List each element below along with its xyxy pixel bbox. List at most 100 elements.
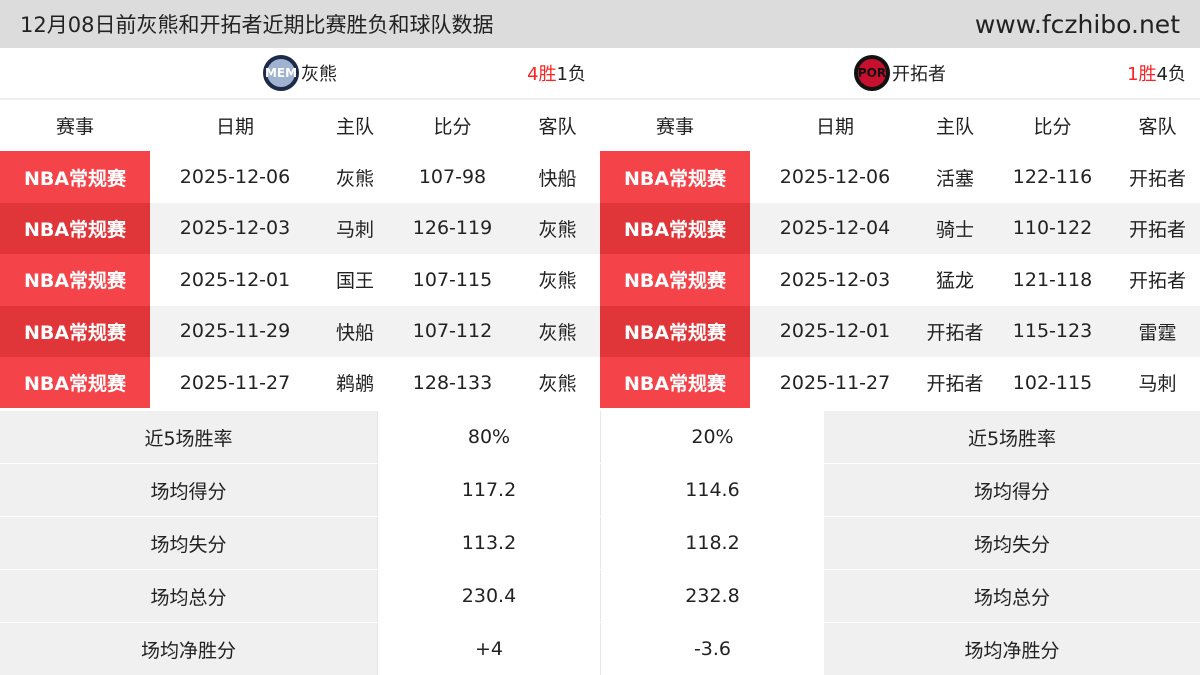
away-team-cell[interactable]: 开拓者: [1115, 202, 1200, 255]
column-header: 比分: [433, 116, 472, 139]
date-cell: 2025-11-27: [179, 371, 291, 394]
column-header: 日期: [215, 116, 254, 139]
column-header: 客队: [1138, 116, 1177, 139]
column-header: 主队: [335, 116, 374, 139]
stats-table: 近5场胜率 80% 20% 近5场胜率 场均得分 117.2 114.6 场均得分 场均失分 11…: [0, 410, 1200, 675]
away-team-cell[interactable]: 灰熊: [515, 305, 600, 357]
column-header: 主队: [935, 116, 974, 139]
competition-cell[interactable]: NBA常规赛: [0, 356, 150, 409]
date-cell: 2025-12-01: [179, 268, 291, 291]
table-row: NBA常规赛 2025-12-06 活塞 122-116 开拓者: [600, 151, 1200, 203]
stat-row: 场均得分 117.2 114.6 场均得分: [0, 463, 1200, 516]
games-table: 赛事 日期 主队 比分 客队 NBA常规赛 2025-12-06 活塞 122-116 开拓者 NB…: [600, 100, 1200, 409]
home-team-cell[interactable]: 开拓者: [926, 373, 984, 396]
home-team-cell[interactable]: 活塞: [935, 167, 974, 190]
stat-label: 场均总分: [0, 570, 377, 622]
left-team-panel: MEM 灰熊 4胜1负 赛事 日期 主队 比分 客队 NBA常规赛 2025-12-06 灰熊…: [0, 48, 600, 409]
stat-row: 近5场胜率 80% 20% 近5场胜率: [0, 410, 1200, 463]
column-header: 赛事: [655, 116, 694, 139]
home-team-cell[interactable]: 快船: [320, 305, 390, 357]
away-team-cell[interactable]: 雷霆: [1115, 305, 1200, 357]
stat-row: 场均净胜分 +4 -3.6 场均净胜分: [0, 622, 1200, 675]
left-stat-value: 117.2: [377, 464, 600, 516]
team-record: 4胜1负: [527, 64, 586, 85]
stat-label: 场均失分: [0, 517, 377, 569]
stat-label: 场均净胜分: [824, 623, 1200, 675]
left-stat-value: 230.4: [377, 570, 600, 622]
stat-label: 场均失分: [824, 517, 1200, 569]
home-team-cell[interactable]: 马刺: [320, 202, 390, 255]
away-team-cell[interactable]: 马刺: [1138, 373, 1177, 396]
table-row: NBA常规赛 2025-12-04 骑士 110-122 开拓者: [600, 202, 1200, 255]
away-team-cell[interactable]: 快船: [538, 167, 577, 190]
competition-cell[interactable]: NBA常规赛: [0, 254, 150, 306]
score-cell: 102-115: [1012, 371, 1093, 394]
competition-cell[interactable]: NBA常规赛: [0, 151, 150, 203]
home-team-cell[interactable]: 鹈鹕: [335, 373, 374, 396]
competition-cell[interactable]: NBA常规赛: [600, 151, 750, 203]
stat-label: 场均净胜分: [0, 623, 377, 675]
left-stat-value: 80%: [377, 411, 600, 463]
score-cell: 122-116: [1012, 166, 1093, 189]
table-row: NBA常规赛 2025-11-29 快船 107-112 灰熊: [0, 305, 600, 357]
away-team-cell[interactable]: 灰熊: [538, 373, 577, 396]
table-row: NBA常规赛 2025-11-27 开拓者 102-115 马刺: [600, 356, 1200, 409]
right-stat-value: 114.6: [600, 464, 824, 516]
table-row: NBA常规赛 2025-12-01 开拓者 115-123 雷霆: [600, 305, 1200, 357]
score-cell: 128-133: [412, 371, 493, 394]
home-team-cell[interactable]: 骑士: [920, 202, 990, 255]
away-team-cell[interactable]: 开拓者: [1128, 270, 1186, 293]
right-stat-value: 232.8: [600, 570, 824, 622]
competition-cell[interactable]: NBA常规赛: [600, 305, 750, 357]
team-header: POR 开拓者 1胜4负: [600, 48, 1200, 100]
table-row: NBA常规赛 2025-11-27 鹈鹕 128-133 灰熊: [0, 356, 600, 409]
column-header: 赛事: [55, 116, 94, 139]
date-cell: 2025-12-01: [750, 305, 920, 357]
score-cell: 115-123: [990, 305, 1115, 357]
stat-row: 场均失分 113.2 118.2 场均失分: [0, 516, 1200, 569]
competition-cell[interactable]: NBA常规赛: [600, 356, 750, 409]
date-cell: 2025-12-04: [750, 202, 920, 255]
page-title: 12月08日前灰熊和开拓者近期比赛胜负和球队数据: [20, 13, 494, 37]
header-row: 赛事 日期 主队 比分 客队: [0, 100, 600, 151]
date-cell: 2025-12-06: [779, 166, 891, 189]
home-team-cell[interactable]: 国王: [335, 270, 374, 293]
header-row: 赛事 日期 主队 比分 客队: [600, 100, 1200, 151]
competition-cell[interactable]: NBA常规赛: [600, 202, 750, 255]
grizzlies-logo-icon: MEM: [263, 55, 299, 91]
blazers-logo-icon: POR: [854, 55, 890, 91]
home-team-cell[interactable]: 灰熊: [335, 167, 374, 190]
column-header: 客队: [538, 116, 577, 139]
home-team-cell[interactable]: 开拓者: [920, 305, 990, 357]
left-stat-value: +4: [377, 623, 600, 675]
date-cell: 2025-11-27: [779, 371, 891, 394]
date-cell: 2025-12-03: [779, 268, 891, 291]
home-team-cell[interactable]: 猛龙: [935, 270, 974, 293]
score-cell: 107-115: [412, 268, 493, 291]
table-row: NBA常规赛 2025-12-03 猛龙 121-118 开拓者: [600, 254, 1200, 306]
stat-label: 场均总分: [824, 570, 1200, 622]
competition-cell[interactable]: NBA常规赛: [600, 254, 750, 306]
away-team-cell[interactable]: 开拓者: [1128, 167, 1186, 190]
games-table: 赛事 日期 主队 比分 客队 NBA常规赛 2025-12-06 灰熊 107-98 快船 NBA常…: [0, 100, 600, 409]
score-cell: 126-119: [390, 202, 515, 255]
competition-cell[interactable]: NBA常规赛: [0, 202, 150, 255]
score-cell: 110-122: [990, 202, 1115, 255]
team-name[interactable]: 开拓者: [892, 64, 946, 85]
competition-cell[interactable]: NBA常规赛: [0, 305, 150, 357]
right-stat-value: 118.2: [600, 517, 824, 569]
right-stat-value: -3.6: [600, 623, 824, 675]
table-row: NBA常规赛 2025-12-01 国王 107-115 灰熊: [0, 254, 600, 306]
score-cell: 107-112: [390, 305, 515, 357]
team-record: 1胜4负: [1127, 64, 1186, 85]
title-bar: 12月08日前灰熊和开拓者近期比赛胜负和球队数据 www.fczhibo.net: [0, 0, 1200, 48]
team-name[interactable]: 灰熊: [301, 64, 337, 85]
away-team-cell[interactable]: 灰熊: [538, 270, 577, 293]
site-name[interactable]: www.fczhibo.net: [974, 9, 1180, 39]
date-cell: 2025-12-06: [179, 166, 291, 189]
stat-label: 近5场胜率: [824, 411, 1200, 463]
column-header: 日期: [815, 116, 854, 139]
away-team-cell[interactable]: 灰熊: [515, 202, 600, 255]
stat-label: 场均得分: [0, 464, 377, 516]
stat-label: 近5场胜率: [0, 411, 377, 463]
